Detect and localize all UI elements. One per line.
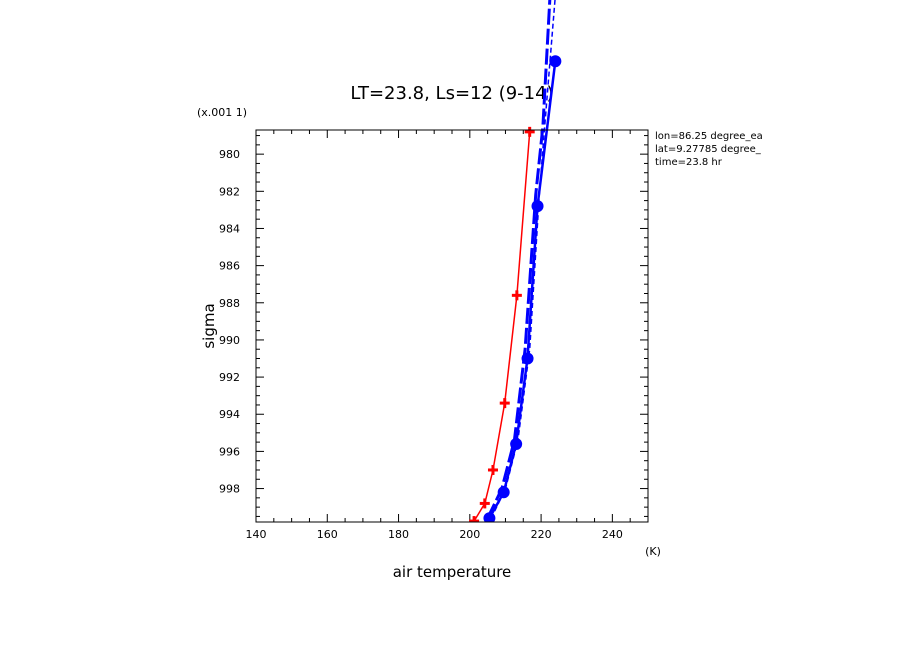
axis-ticks: 140 160 180 200 220 240 980 982 984 986 988 990 992 9… — [219, 130, 649, 541]
data-point-circle — [549, 55, 562, 68]
y-tick-label: 992 — [219, 371, 240, 384]
chart-title: LT=23.8, Ls=12 (9-14) — [350, 83, 553, 104]
plot-frame — [255, 129, 649, 523]
series-line-2 — [486, 0, 552, 519]
y-tick-label: 996 — [219, 445, 240, 458]
series-line-3 — [490, 0, 556, 519]
y-tick-label: 998 — [219, 483, 240, 496]
info-line-time: time=23.8 hr — [655, 157, 723, 168]
data-point-plus — [524, 126, 535, 137]
x-tick-label: 180 — [388, 528, 409, 541]
data-point-plus — [469, 516, 480, 522]
x-tick-label: 140 — [246, 528, 267, 541]
y-tick-label: 980 — [219, 148, 240, 161]
data-point-plus — [511, 290, 522, 301]
y-tick-label: 982 — [219, 185, 240, 198]
data-point-plus — [499, 398, 510, 409]
x-units: (K) — [645, 545, 661, 558]
x-tick-label: 200 — [459, 528, 480, 541]
info-line-lat: lat=9.27785 degree_ — [655, 144, 762, 155]
x-tick-label: 220 — [531, 528, 552, 541]
y-tick-label: 984 — [219, 222, 240, 235]
info-line-lon: lon=86.25 degree_ea — [655, 131, 763, 142]
series-layer — [469, 0, 562, 522]
y-scale-note: (x.001 1) — [197, 106, 247, 119]
y-tick-label: 988 — [219, 297, 240, 310]
y-tick-label: 990 — [219, 334, 240, 347]
y-axis-label: sigma — [200, 303, 218, 348]
x-axis-label: air temperature — [393, 563, 512, 581]
series-line-0 — [473, 131, 531, 522]
y-tick-label: 994 — [219, 408, 240, 421]
data-point-plus — [487, 464, 498, 475]
x-tick-label: 240 — [602, 528, 623, 541]
data-point-plus — [479, 498, 490, 509]
x-tick-label: 160 — [317, 528, 338, 541]
y-tick-label: 986 — [219, 260, 240, 273]
